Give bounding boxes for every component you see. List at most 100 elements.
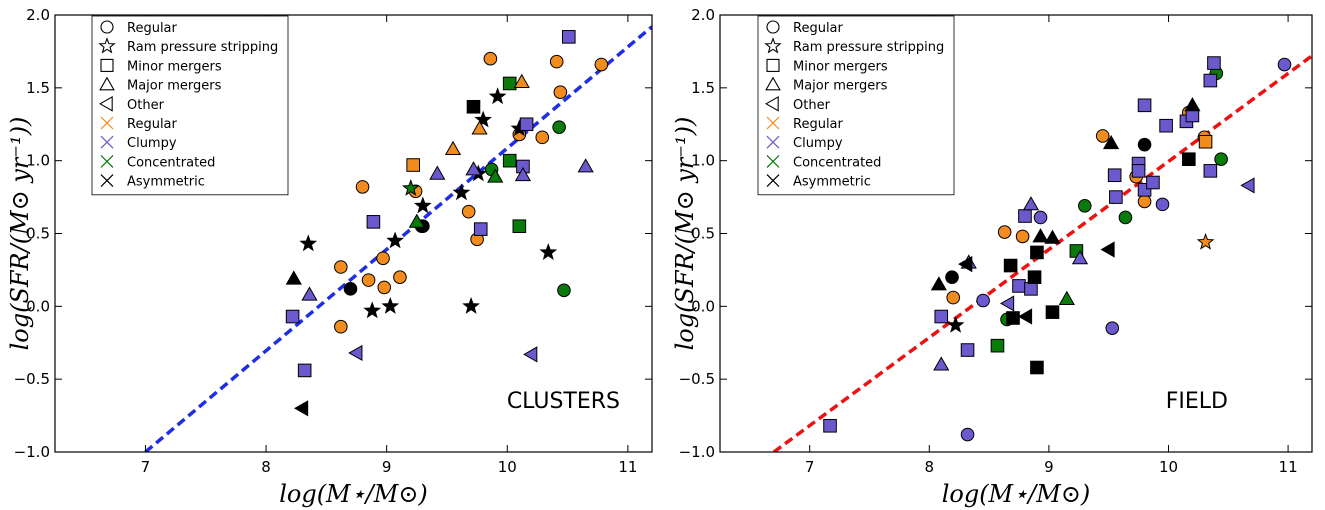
data-point-36 — [297, 363, 312, 378]
legend-label: Asymmetric — [127, 175, 205, 190]
legend-marker — [98, 95, 113, 112]
data-point-5 — [377, 280, 392, 295]
data-point-42 — [1198, 134, 1213, 149]
legend-marker — [99, 76, 115, 91]
data-point-56 — [408, 213, 425, 228]
legend-label: Other — [127, 98, 165, 113]
y-axis-label: log(SFR/(M⊙ yr⁻¹)) — [6, 117, 34, 351]
legend-box — [91, 15, 289, 196]
y-tick-label: 0.0 — [26, 297, 50, 315]
legend-label: Minor mergers — [793, 59, 888, 74]
data-point-4 — [376, 251, 390, 266]
legend-label: Concentrated — [127, 155, 215, 170]
legend: Regular Ram pressure stripping Minor merge… — [91, 15, 289, 196]
data-point-60 — [293, 400, 309, 417]
data-point-49 — [429, 165, 446, 180]
data-point-62 — [999, 295, 1015, 312]
data-point-50 — [465, 161, 482, 176]
data-point-15 — [553, 85, 568, 100]
data-point-26 — [1012, 279, 1026, 293]
y-tick-label: 1.5 — [691, 79, 715, 97]
data-point-6 — [393, 270, 407, 285]
data-point-24 — [381, 297, 400, 314]
legend: Regular Ram pressure stripping Minor merge… — [757, 15, 955, 196]
data-point-35 — [285, 309, 300, 324]
legend-marker — [766, 58, 780, 72]
data-point-42 — [406, 158, 420, 172]
legend-marker — [100, 20, 114, 34]
data-point-28 — [1024, 282, 1038, 296]
data-point-28 — [462, 297, 480, 314]
legend-marker — [100, 135, 114, 149]
data-point-47 — [285, 270, 302, 285]
data-point-49 — [1182, 152, 1196, 167]
data-point-57 — [487, 168, 504, 183]
data-point-33 — [539, 243, 558, 260]
data-point-27 — [1018, 209, 1032, 223]
data-point-52 — [577, 158, 594, 173]
clusters-panel: 7 8 9 10 11 −1.0 −0.5 0.0 0.5 1.0 1.5 2.0 log(M⋆/M⊙)… — [6, 6, 653, 508]
data-point-3 — [361, 273, 376, 287]
legend-marker — [766, 174, 780, 188]
data-point-44 — [502, 76, 517, 91]
data-point-59 — [523, 346, 538, 363]
data-point-11 — [1105, 321, 1120, 335]
data-point-1 — [334, 319, 348, 334]
data-point-58 — [348, 344, 363, 362]
data-point-33 — [1137, 98, 1152, 113]
data-point-31 — [488, 87, 507, 105]
data-point-44 — [1006, 311, 1020, 325]
legend-label: Ram pressure stripping — [127, 40, 278, 55]
data-point-61 — [1058, 290, 1075, 305]
x-tick-label: 11 — [618, 458, 637, 476]
data-point-53 — [444, 140, 462, 155]
legend-label: Clumpy — [127, 136, 177, 151]
y-tick-label: −1.0 — [679, 443, 715, 461]
y-tick-label: −1.0 — [14, 443, 50, 461]
data-point-13 — [1277, 57, 1292, 72]
data-point-48 — [1045, 305, 1060, 319]
y-axis-label: log(SFR/(M⊙ yr⁻¹)) — [671, 117, 699, 351]
data-point-38 — [473, 222, 488, 236]
legend-marker — [764, 95, 779, 112]
data-point-34 — [401, 179, 420, 196]
data-point-45 — [502, 153, 517, 168]
legend-marker — [766, 20, 780, 34]
data-point-5 — [1137, 194, 1152, 209]
x-tick-label: 9 — [382, 458, 392, 476]
x-tick-label: 9 — [1044, 458, 1054, 476]
data-point-47 — [1030, 360, 1044, 375]
data-point-45 — [1027, 270, 1042, 284]
legend-label: Ram pressure stripping — [793, 40, 944, 55]
y-tick-label: −0.5 — [14, 370, 50, 388]
data-point-55 — [513, 73, 530, 88]
legend-label: Concentrated — [793, 155, 881, 170]
y-tick-label: 1.5 — [26, 79, 50, 97]
legend-label: Clumpy — [793, 136, 843, 151]
data-point-2 — [355, 180, 370, 194]
data-point-60 — [1184, 97, 1201, 112]
data-point-55 — [1071, 250, 1089, 265]
data-point-41 — [1203, 164, 1218, 178]
legend-label: Regular — [793, 117, 844, 132]
legend-marker — [764, 37, 782, 54]
data-point-21 — [946, 315, 965, 333]
data-point-25 — [386, 231, 404, 249]
data-point-9 — [461, 204, 476, 219]
legend-label: Major mergers — [127, 79, 222, 94]
data-point-32 — [1131, 164, 1146, 178]
data-point-39 — [1203, 73, 1218, 88]
legend-box — [757, 15, 955, 196]
y-tick-label: 1.0 — [26, 152, 50, 170]
data-point-16 — [594, 57, 609, 72]
data-point-1 — [997, 225, 1012, 239]
data-point-37 — [366, 215, 381, 229]
data-point-17 — [1077, 199, 1092, 213]
data-point-51 — [514, 166, 532, 182]
y-tick-label: 1.0 — [691, 152, 715, 170]
x-tick-label: 8 — [925, 458, 935, 476]
data-point-23 — [823, 418, 837, 433]
data-point-54 — [471, 120, 488, 135]
legend-label: Other — [793, 98, 831, 113]
x-tick-label: 7 — [805, 458, 815, 476]
